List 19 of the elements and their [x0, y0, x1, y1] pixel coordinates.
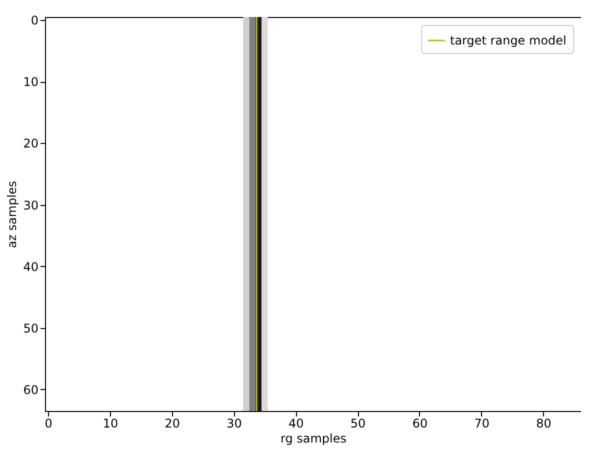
x-tick-label: 60 [412, 416, 428, 430]
x-tick-label: 80 [536, 416, 552, 430]
y-tick-label: 30 [23, 198, 38, 212]
x-tick-label: 0 [44, 416, 52, 430]
y-axis-title: az samples [5, 180, 20, 248]
x-tick-label: 70 [474, 416, 490, 430]
x-tick-label: 40 [288, 416, 304, 430]
y-tick-label: 40 [23, 260, 38, 274]
y-tick-label: 60 [23, 382, 38, 397]
legend-label: target range model [450, 34, 566, 48]
x-axis-title: rg samples [280, 432, 347, 446]
y-tick-label: 20 [23, 136, 38, 151]
y-tick-label: 0 [30, 14, 38, 28]
y-tick-label: 50 [23, 321, 38, 336]
x-tick-label: 50 [350, 416, 366, 430]
x-tick-label: 10 [102, 416, 118, 430]
x-tick-label: 20 [164, 416, 180, 430]
x-tick-label: 30 [226, 416, 242, 430]
y-tick-label: 10 [23, 75, 38, 90]
